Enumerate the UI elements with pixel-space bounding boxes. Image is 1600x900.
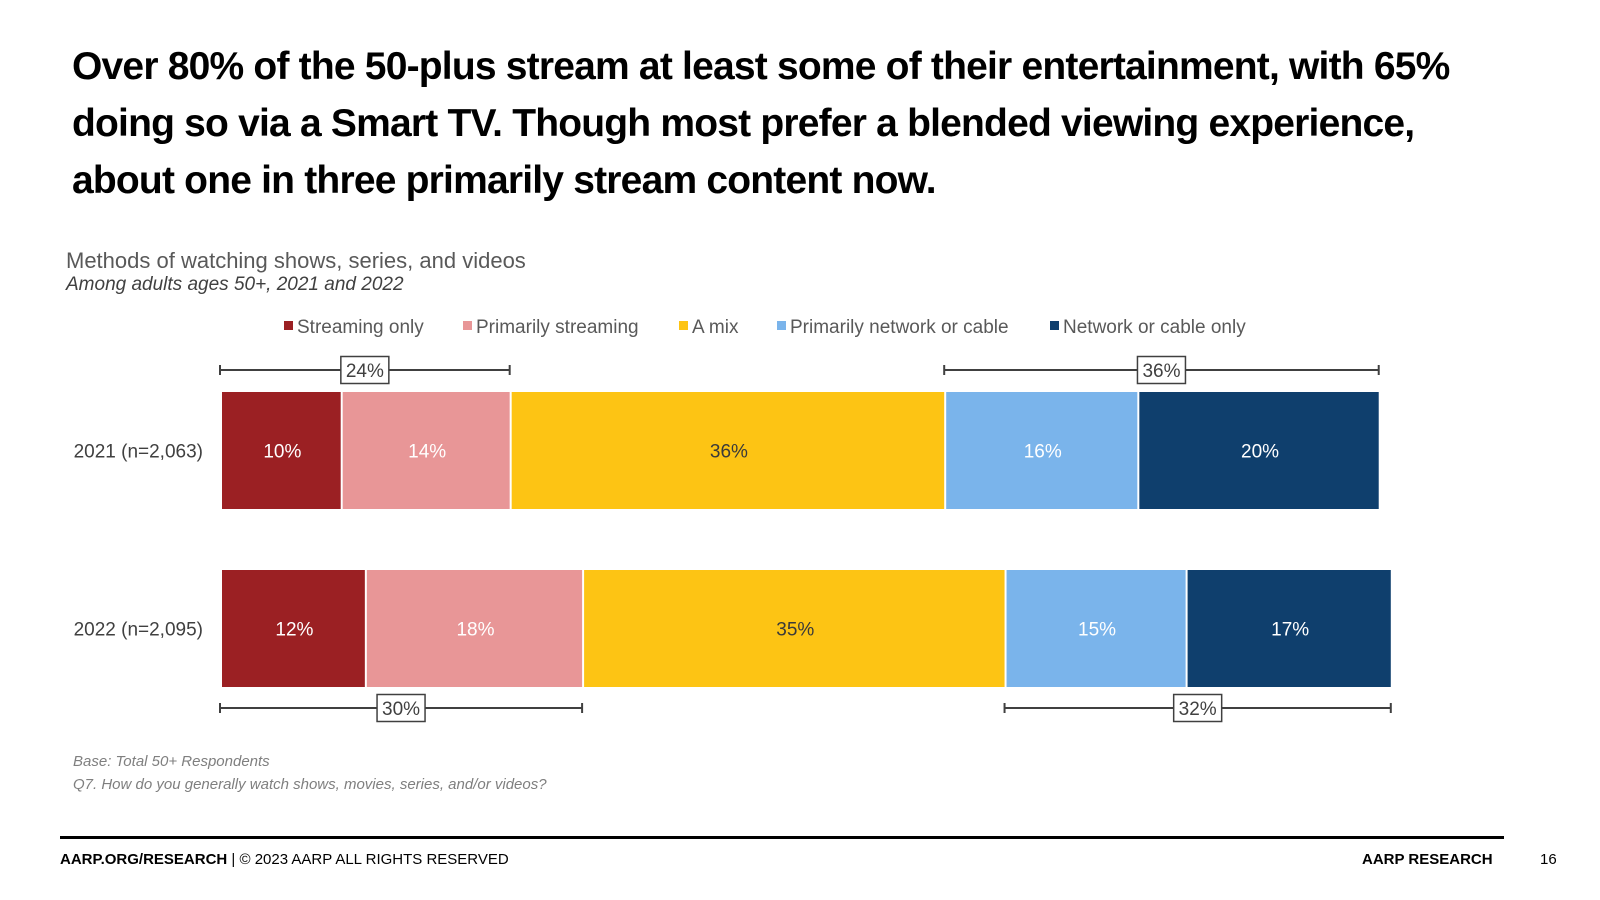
- footer-rights: | © 2023 AARP ALL RIGHTS RESERVED: [227, 851, 509, 868]
- question-note: Q7. How do you generally watch shows, mo…: [73, 776, 547, 793]
- base-note: Base: Total 50+ Respondents: [73, 753, 270, 770]
- bar-1-2: [584, 570, 1005, 687]
- chart-title: Methods of watching shows, series, and v…: [66, 248, 526, 273]
- bar-1-0: [222, 570, 365, 687]
- bracket-label-3: 32%: [1179, 699, 1217, 720]
- bar-0-1: [342, 392, 510, 509]
- bracket-box-1: [1136, 355, 1187, 385]
- row-label-0: 2021 (n=2,063): [74, 442, 203, 463]
- bracket-label-1: 36%: [1142, 361, 1180, 382]
- bar-label-0-0: 10%: [263, 442, 301, 463]
- headline-line-3: about one in three primarily stream cont…: [72, 159, 937, 202]
- footer-brand: AARP RESEARCH: [1362, 851, 1493, 868]
- bar-label-1-0: 12%: [275, 620, 313, 641]
- legend-label-1: Primarily streaming: [476, 317, 639, 338]
- legend-swatch-2: [679, 321, 688, 330]
- bar-label-1-2: 35%: [776, 620, 814, 641]
- bar-label-0-3: 16%: [1024, 442, 1062, 463]
- bracket-box-2: [376, 693, 426, 723]
- bar-1-3: [1006, 570, 1186, 687]
- legend-label-0: Streaming only: [297, 317, 424, 338]
- legend-swatch-1: [463, 321, 472, 330]
- bar-1-1: [366, 570, 583, 687]
- bar-label-0-2: 36%: [710, 442, 748, 463]
- bracket-label-2: 30%: [382, 699, 420, 720]
- row-label-1: 2022 (n=2,095): [74, 620, 203, 641]
- bar-label-1-4: 17%: [1271, 620, 1309, 641]
- bar-label-0-4: 20%: [1241, 442, 1279, 463]
- legend-label-4: Network or cable only: [1063, 317, 1246, 338]
- legend-label-2: A mix: [692, 317, 739, 338]
- bar-label-0-1: 14%: [408, 442, 446, 463]
- bracket-label-0: 24%: [346, 361, 384, 382]
- bar-0-0: [222, 392, 341, 509]
- legend-swatch-4: [1050, 321, 1059, 330]
- headline: Over 80% of the 50-plus stream at least …: [72, 38, 1532, 209]
- bracket-box-3: [1172, 693, 1223, 723]
- bar-1-4: [1187, 570, 1391, 687]
- headline-line-1: Over 80% of the 50-plus stream at least …: [72, 45, 1450, 88]
- headline-line-2: doing so via a Smart TV. Though most pre…: [72, 102, 1415, 145]
- footer-left: AARP.ORG/RESEARCH | © 2023 AARP ALL RIGH…: [60, 851, 509, 868]
- bar-0-4: [1139, 392, 1379, 509]
- legend-swatch-0: [284, 321, 293, 330]
- footer-divider: [60, 836, 1504, 839]
- footer-site-link[interactable]: AARP.ORG/RESEARCH: [60, 851, 228, 868]
- bracket-box-0: [340, 355, 390, 385]
- legend-label-3: Primarily network or cable: [790, 317, 1009, 338]
- legend-swatch-3: [777, 321, 786, 330]
- chart-subtitle: Among adults ages 50+, 2021 and 2022: [66, 274, 404, 295]
- bar-0-3: [946, 392, 1138, 509]
- bar-label-1-1: 18%: [456, 620, 494, 641]
- page-number: 16: [1540, 851, 1557, 868]
- bar-label-1-3: 15%: [1078, 620, 1116, 641]
- bar-0-2: [511, 392, 945, 509]
